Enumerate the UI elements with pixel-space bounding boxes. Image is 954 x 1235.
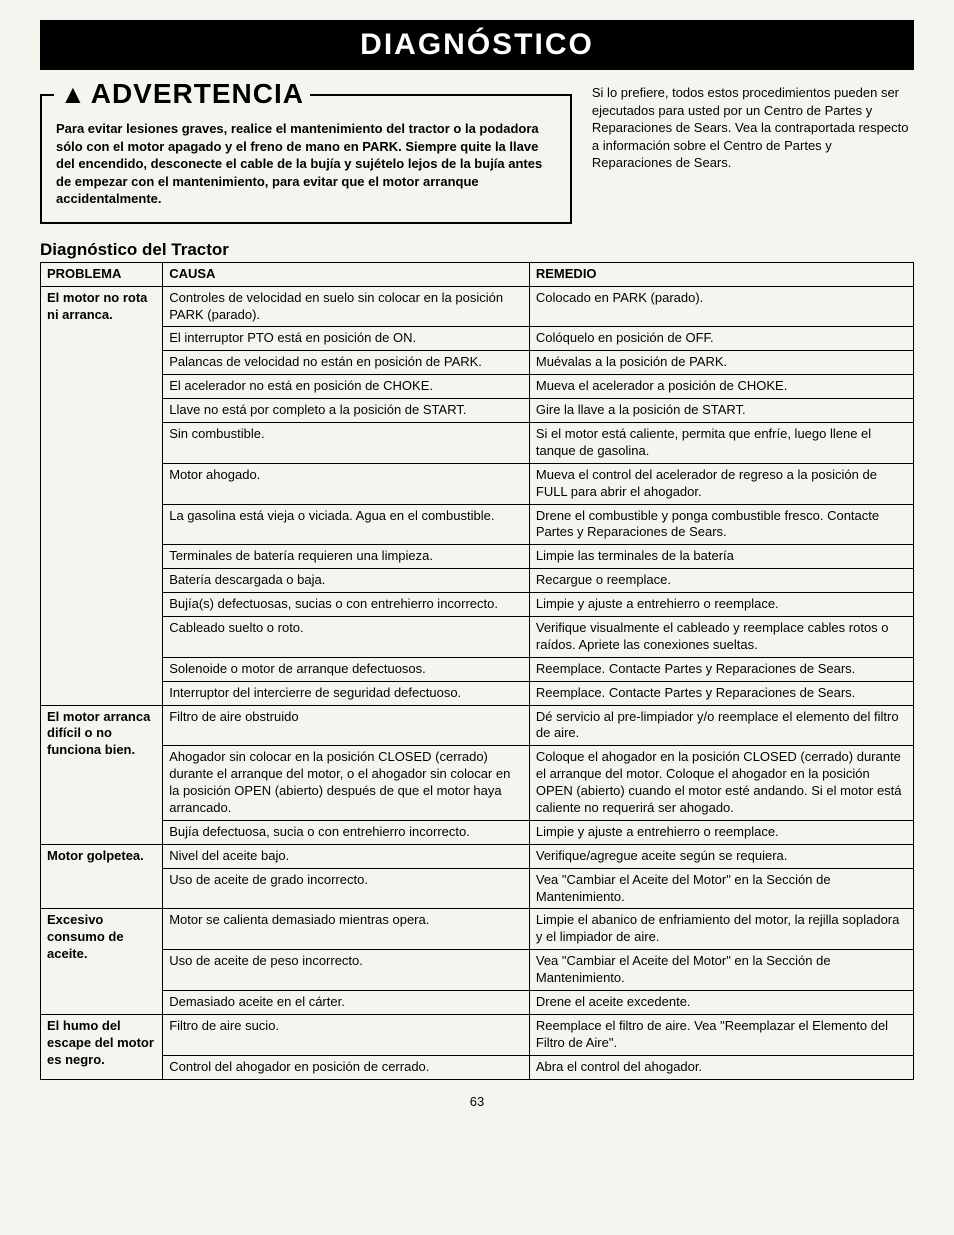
causa-cell: Bujía defectuosa, sucia o con entrehierr… [163, 820, 530, 844]
causa-cell: Bujía(s) defectuosas, sucias o con entre… [163, 593, 530, 617]
causa-cell: Batería descargada o baja. [163, 569, 530, 593]
table-row: Ahogador sin colocar en la posición CLOS… [41, 746, 914, 821]
causa-cell: Uso de aceite de grado incorrecto. [163, 868, 530, 909]
table-row: Llave no está por completo a la posición… [41, 399, 914, 423]
table-row: Bujía defectuosa, sucia o con entrehierr… [41, 820, 914, 844]
warning-box: ▲ ADVERTENCIA Para evitar lesiones grave… [40, 94, 572, 224]
remedio-cell: Reemplace el filtro de aire. Vea "Reempl… [529, 1014, 913, 1055]
remedio-cell: Vea "Cambiar el Aceite del Motor" en la … [529, 950, 913, 991]
remedio-cell: Verifique visualmente el cableado y reem… [529, 616, 913, 657]
causa-cell: Interruptor del intercierre de seguridad… [163, 681, 530, 705]
table-row: Solenoide o motor de arranque defectuoso… [41, 657, 914, 681]
causa-cell: Motor ahogado. [163, 463, 530, 504]
problem-cell: El humo del escape del motor es negro. [41, 1014, 163, 1079]
warning-body: Para evitar lesiones graves, realice el … [56, 120, 556, 208]
table-row: Excesivo consumo de aceite.Motor se cali… [41, 909, 914, 950]
causa-cell: Control del ahogador en posición de cerr… [163, 1055, 530, 1079]
remedio-cell: Colóquelo en posición de OFF. [529, 327, 913, 351]
remedio-cell: Coloque el ahogador en la posición CLOSE… [529, 746, 913, 821]
problem-cell: El motor no rota ni arranca. [41, 286, 163, 705]
remedio-cell: Drene el combustible y ponga combustible… [529, 504, 913, 545]
causa-cell: Cableado suelto o roto. [163, 616, 530, 657]
table-row: Sin combustible.Si el motor está calient… [41, 422, 914, 463]
table-row: Interruptor del intercierre de seguridad… [41, 681, 914, 705]
page-banner: DIAGNÓSTICO [40, 20, 914, 70]
table-row: Uso de aceite de grado incorrecto.Vea "C… [41, 868, 914, 909]
remedio-cell: Dé servicio al pre-limpiador y/o reempla… [529, 705, 913, 746]
table-row: La gasolina está vieja o viciada. Agua e… [41, 504, 914, 545]
table-row: Motor ahogado.Mueva el control del acele… [41, 463, 914, 504]
remedio-cell: Vea "Cambiar el Aceite del Motor" en la … [529, 868, 913, 909]
table-row: Bujía(s) defectuosas, sucias o con entre… [41, 593, 914, 617]
causa-cell: Palancas de velocidad no están en posici… [163, 351, 530, 375]
table-row: Palancas de velocidad no están en posici… [41, 351, 914, 375]
warning-triangle-icon: ▲ [60, 81, 87, 107]
table-row: Demasiado aceite en el cárter.Drene el a… [41, 991, 914, 1015]
warning-title: ▲ ADVERTENCIA [54, 78, 310, 110]
table-row: Uso de aceite de peso incorrecto.Vea "Ca… [41, 950, 914, 991]
side-note: Si lo prefiere, todos estos procedimient… [592, 80, 914, 224]
page-number: 63 [40, 1094, 914, 1109]
table-row: Motor golpetea.Nivel del aceite bajo.Ver… [41, 844, 914, 868]
table-row: El acelerador no está en posición de CHO… [41, 375, 914, 399]
header-causa: CAUSA [163, 262, 530, 286]
warning-title-text: ADVERTENCIA [91, 78, 304, 110]
section-title: Diagnóstico del Tractor [40, 240, 914, 260]
remedio-cell: Mueva el control del acelerador de regre… [529, 463, 913, 504]
table-body: El motor no rota ni arranca.Controles de… [41, 286, 914, 1079]
top-row: ▲ ADVERTENCIA Para evitar lesiones grave… [40, 80, 914, 224]
table-row: El motor no rota ni arranca.Controles de… [41, 286, 914, 327]
causa-cell: Sin combustible. [163, 422, 530, 463]
remedio-cell: Reemplace. Contacte Partes y Reparacione… [529, 657, 913, 681]
causa-cell: Nivel del aceite bajo. [163, 844, 530, 868]
header-remedio: REMEDIO [529, 262, 913, 286]
causa-cell: Motor se calienta demasiado mientras ope… [163, 909, 530, 950]
causa-cell: Ahogador sin colocar en la posición CLOS… [163, 746, 530, 821]
remedio-cell: Reemplace. Contacte Partes y Reparacione… [529, 681, 913, 705]
remedio-cell: Verifique/agregue aceite según se requie… [529, 844, 913, 868]
causa-cell: Uso de aceite de peso incorrecto. [163, 950, 530, 991]
causa-cell: Filtro de aire sucio. [163, 1014, 530, 1055]
diagnostic-table: PROBLEMA CAUSA REMEDIO El motor no rota … [40, 262, 914, 1080]
problem-cell: El motor arranca difícil o no funciona b… [41, 705, 163, 844]
header-problema: PROBLEMA [41, 262, 163, 286]
remedio-cell: Recargue o reemplace. [529, 569, 913, 593]
remedio-cell: Muévalas a la posición de PARK. [529, 351, 913, 375]
table-row: Terminales de batería requieren una limp… [41, 545, 914, 569]
causa-cell: Llave no está por completo a la posición… [163, 399, 530, 423]
causa-cell: Terminales de batería requieren una limp… [163, 545, 530, 569]
remedio-cell: Limpie el abanico de enfriamiento del mo… [529, 909, 913, 950]
table-row: El motor arranca difícil o no funciona b… [41, 705, 914, 746]
table-header-row: PROBLEMA CAUSA REMEDIO [41, 262, 914, 286]
causa-cell: Filtro de aire obstruido [163, 705, 530, 746]
causa-cell: Controles de velocidad en suelo sin colo… [163, 286, 530, 327]
remedio-cell: Mueva el acelerador a posición de CHOKE. [529, 375, 913, 399]
remedio-cell: Limpie las terminales de la batería [529, 545, 913, 569]
remedio-cell: Limpie y ajuste a entrehierro o reemplac… [529, 593, 913, 617]
causa-cell: El acelerador no está en posición de CHO… [163, 375, 530, 399]
causa-cell: Solenoide o motor de arranque defectuoso… [163, 657, 530, 681]
problem-cell: Excesivo consumo de aceite. [41, 909, 163, 1014]
remedio-cell: Colocado en PARK (parado). [529, 286, 913, 327]
table-row: Cableado suelto o roto.Verifique visualm… [41, 616, 914, 657]
table-row: Batería descargada o baja.Recargue o ree… [41, 569, 914, 593]
table-row: Control del ahogador en posición de cerr… [41, 1055, 914, 1079]
remedio-cell: Abra el control del ahogador. [529, 1055, 913, 1079]
problem-cell: Motor golpetea. [41, 844, 163, 909]
causa-cell: Demasiado aceite en el cárter. [163, 991, 530, 1015]
remedio-cell: Drene el aceite excedente. [529, 991, 913, 1015]
remedio-cell: Limpie y ajuste a entrehierro o reemplac… [529, 820, 913, 844]
causa-cell: El interruptor PTO está en posición de O… [163, 327, 530, 351]
table-row: El interruptor PTO está en posición de O… [41, 327, 914, 351]
remedio-cell: Gire la llave a la posición de START. [529, 399, 913, 423]
table-row: El humo del escape del motor es negro.Fi… [41, 1014, 914, 1055]
causa-cell: La gasolina está vieja o viciada. Agua e… [163, 504, 530, 545]
remedio-cell: Si el motor está caliente, permita que e… [529, 422, 913, 463]
